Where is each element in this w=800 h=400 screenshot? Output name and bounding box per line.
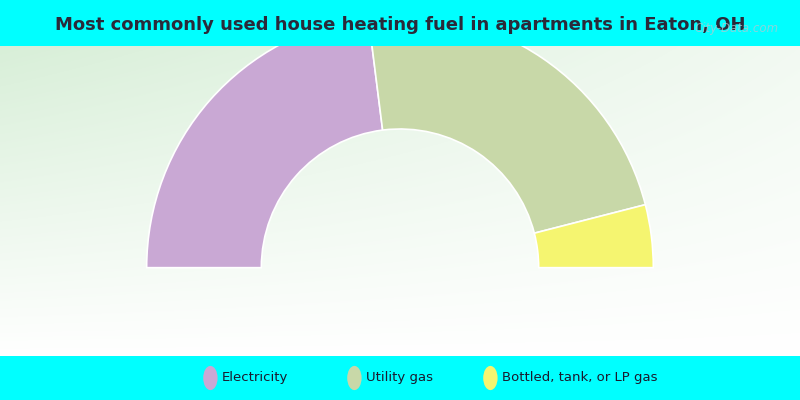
Wedge shape <box>534 205 654 268</box>
Ellipse shape <box>347 366 362 390</box>
Text: Utility gas: Utility gas <box>366 372 433 384</box>
Wedge shape <box>368 14 646 233</box>
Wedge shape <box>146 16 382 268</box>
Text: Electricity: Electricity <box>222 372 288 384</box>
Text: Bottled, tank, or LP gas: Bottled, tank, or LP gas <box>502 372 657 384</box>
Text: Most commonly used house heating fuel in apartments in Eaton, OH: Most commonly used house heating fuel in… <box>54 16 746 34</box>
Text: City-Data.com: City-Data.com <box>694 22 778 35</box>
Ellipse shape <box>483 366 498 390</box>
Ellipse shape <box>203 366 218 390</box>
